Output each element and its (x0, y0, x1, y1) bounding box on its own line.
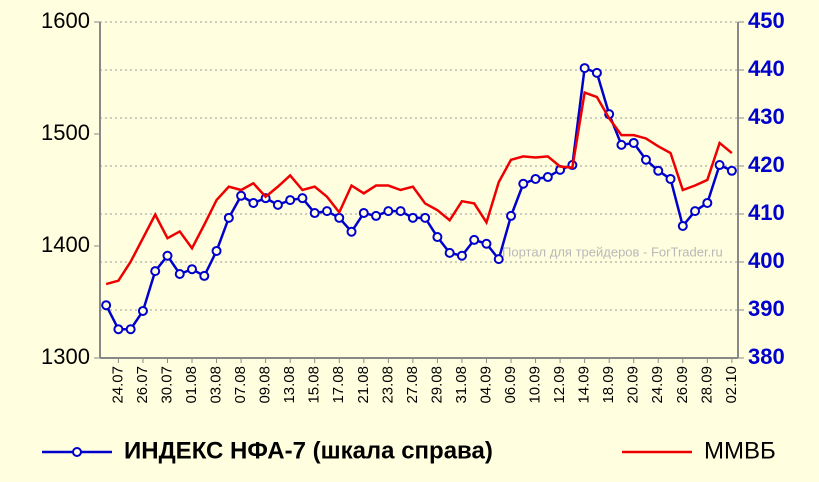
x-tick-label: 18.09 (600, 366, 617, 404)
y2-tick-label: 420 (748, 152, 785, 177)
point (444, 247, 455, 258)
point (125, 324, 136, 335)
x-tick-label: 09.08 (257, 366, 274, 404)
point (530, 173, 541, 184)
point (272, 199, 283, 210)
point (137, 305, 148, 316)
y2-tick-label: 440 (748, 56, 785, 81)
point (113, 324, 124, 335)
series-line (105, 66, 733, 331)
x-tick-label: 13.08 (281, 366, 298, 404)
point (469, 234, 480, 245)
x-tick-label: 01.08 (183, 366, 200, 404)
point (297, 193, 308, 204)
point (616, 139, 627, 150)
point (285, 195, 296, 206)
point (211, 245, 222, 256)
point (640, 154, 651, 165)
y2-tick-label: 380 (748, 344, 785, 369)
point (162, 250, 173, 261)
x-tick-label: 17.08 (330, 366, 347, 404)
point (518, 178, 529, 189)
point (334, 212, 345, 223)
y2-tick-label: 430 (748, 104, 785, 129)
point (628, 137, 639, 148)
y-tick-label: 1600 (41, 8, 90, 33)
point (309, 208, 320, 219)
point (383, 206, 394, 217)
point (199, 270, 210, 281)
x-tick-label: 31.08 (453, 366, 470, 404)
point (591, 67, 602, 78)
legend-marker (72, 447, 82, 457)
y2-tick-label: 400 (748, 248, 785, 273)
legend-label: ММВБ (704, 437, 776, 464)
y2-tick-label: 390 (748, 296, 785, 321)
point (187, 264, 198, 275)
x-tick-label: 29.08 (428, 366, 445, 404)
x-tick-label: 12.09 (551, 366, 568, 404)
y-tick-label: 1300 (41, 344, 90, 369)
x-tick-label: 24.09 (649, 366, 666, 404)
point (493, 254, 504, 265)
y-tick-label: 1500 (41, 120, 90, 145)
x-tick-label: 04.09 (477, 366, 494, 404)
y-tick-label: 1400 (41, 232, 90, 257)
legend-label: ИНДЕКС НФА-7 (шкала справа) (124, 437, 493, 464)
point (371, 210, 382, 221)
point (407, 212, 418, 223)
x-tick-label: 26.09 (674, 366, 691, 404)
point (653, 165, 664, 176)
x-tick-label: 06.09 (502, 366, 519, 404)
series-line (105, 90, 733, 286)
point (702, 197, 713, 208)
point (174, 269, 185, 279)
x-tick-label: 03.08 (208, 366, 225, 404)
point (420, 212, 431, 223)
point (714, 160, 725, 171)
x-tick-label: 27.08 (404, 366, 421, 404)
point (542, 172, 553, 183)
x-tick-label: 15.08 (306, 366, 323, 404)
point (677, 221, 688, 231)
point (321, 206, 332, 217)
x-tick-label: 07.08 (232, 366, 249, 404)
point (579, 63, 590, 74)
x-tick-label: 30.07 (158, 366, 175, 404)
point (690, 206, 701, 217)
x-tick-label: 23.08 (379, 366, 396, 404)
x-tick-label: 26.07 (134, 366, 151, 404)
x-tick-label: 10.09 (527, 366, 544, 404)
point (432, 232, 443, 243)
point (236, 190, 247, 201)
point (456, 250, 467, 261)
point (223, 212, 234, 223)
y2-tick-label: 410 (748, 200, 785, 225)
x-tick-label: 14.09 (576, 366, 593, 404)
x-tick-label: 02.10 (723, 366, 740, 404)
point (506, 210, 517, 221)
point (726, 165, 737, 176)
point (101, 300, 112, 311)
x-tick-label: 28.09 (698, 366, 715, 404)
watermark: Портал для трейдеров - ForTrader.ru (502, 244, 723, 259)
point (150, 266, 161, 277)
point (395, 206, 406, 217)
y2-tick-label: 450 (748, 8, 785, 33)
point (248, 197, 259, 208)
point (346, 226, 357, 237)
point (665, 173, 676, 184)
x-tick-label: 24.07 (109, 366, 126, 404)
point (481, 238, 492, 249)
point (358, 208, 369, 219)
x-tick-label: 21.08 (355, 366, 372, 404)
x-tick-label: 20.09 (625, 366, 642, 404)
